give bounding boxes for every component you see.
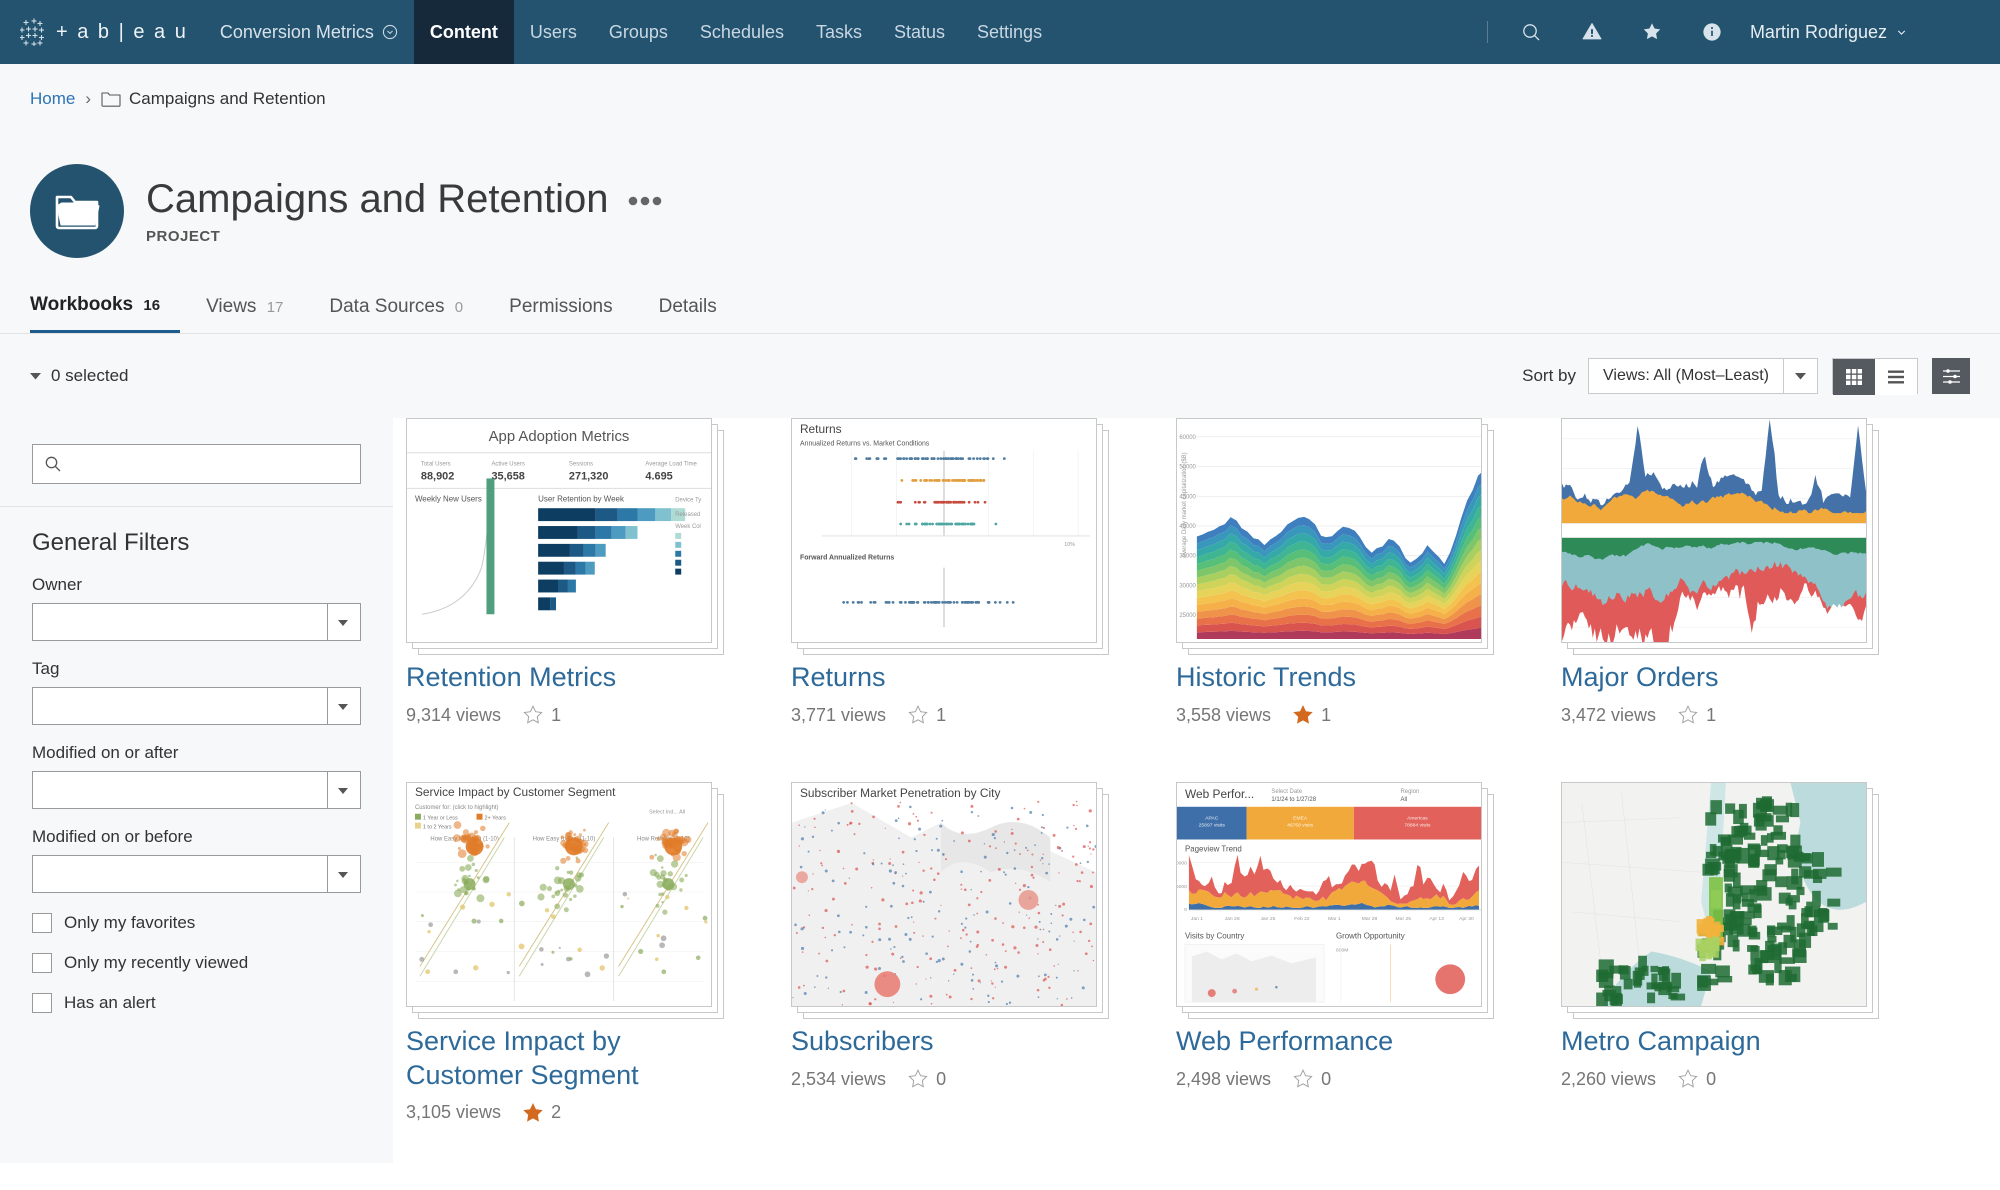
svg-text:Americas: Americas: [1407, 815, 1428, 821]
svg-text:5000: 5000: [1177, 884, 1187, 890]
svg-text:Select Ind... All: Select Ind... All: [649, 809, 685, 815]
svg-text:Mar 28: Mar 28: [1362, 916, 1378, 922]
svg-text:10%: 10%: [1064, 542, 1075, 548]
svg-text:APAC: APAC: [1205, 815, 1219, 821]
svg-text:1 Year or Less: 1 Year or Less: [423, 815, 458, 821]
svg-text:1/1/24 to 1/27/28: 1/1/24 to 1/27/28: [1271, 797, 1316, 803]
svg-text:Pageview Trend: Pageview Trend: [1185, 844, 1242, 853]
svg-text:2+ Years: 2+ Years: [484, 815, 506, 821]
svg-text:0: 0: [1184, 907, 1187, 913]
svg-text:25000: 25000: [1179, 613, 1196, 619]
svg-text:Growth Opportunity: Growth Opportunity: [1336, 931, 1405, 940]
svg-text:60000: 60000: [1179, 435, 1196, 441]
svg-text:35,658: 35,658: [491, 470, 524, 482]
svg-text:30000: 30000: [1179, 583, 1196, 589]
svg-text:Customer for: (click to highli: Customer for: (click to highlight): [415, 805, 499, 811]
svg-text:EMEA: EMEA: [1293, 815, 1308, 821]
svg-text:Region: Region: [1401, 789, 1420, 795]
svg-text:10000: 10000: [1177, 860, 1187, 866]
svg-text:Weekly New Users: Weekly New Users: [415, 494, 482, 503]
svg-text:Subscriber Market Penetration: Subscriber Market Penetration by City: [800, 786, 1001, 800]
svg-text:Select Date: Select Date: [1271, 789, 1302, 795]
svg-text:Visits by Country: Visits by Country: [1185, 931, 1244, 940]
svg-text:Apr 13: Apr 13: [1429, 916, 1444, 922]
svg-text:Forward Annualized Returns: Forward Annualized Returns: [800, 555, 894, 562]
svg-text:Returns: Returns: [800, 422, 842, 436]
svg-text:Jan 1: Jan 1: [1191, 916, 1203, 922]
svg-text:Web Perfor...: Web Perfor...: [1185, 787, 1254, 801]
svg-text:Week Col: Week Col: [675, 524, 701, 530]
svg-text:Apr 30: Apr 30: [1459, 916, 1474, 922]
svg-text:Jan 28: Jan 28: [1225, 916, 1240, 922]
svg-text:Device Ty: Device Ty: [675, 497, 701, 503]
svg-text:88,902: 88,902: [421, 470, 454, 482]
svg-text:Mar 1: Mar 1: [1328, 916, 1341, 922]
svg-text:Mar 25: Mar 25: [1396, 916, 1412, 922]
svg-text:Average Load Time: Average Load Time: [645, 462, 697, 468]
svg-text:Feb 22: Feb 22: [1294, 916, 1310, 922]
svg-text:25897 visits: 25897 visits: [1199, 822, 1226, 828]
svg-text:Service Impact by Customer Seg: Service Impact by Customer Segment: [415, 785, 616, 799]
svg-text:Average Daily market capitaliz: Average Daily market capitalization ($B): [1182, 452, 1188, 557]
svg-text:78884 visits: 78884 visits: [1404, 822, 1431, 828]
svg-text:App Adoption Metrics: App Adoption Metrics: [489, 429, 630, 445]
svg-text:1 to 2 Years: 1 to 2 Years: [423, 824, 452, 830]
svg-text:4.695: 4.695: [645, 470, 672, 482]
svg-text:Active Users: Active Users: [491, 462, 524, 468]
svg-text:600M: 600M: [1336, 947, 1348, 953]
svg-text:Total Users: Total Users: [421, 462, 451, 468]
svg-text:Jan 25: Jan 25: [1260, 916, 1275, 922]
svg-text:Annualized Returns vs. Market: Annualized Returns vs. Market Conditions: [800, 441, 930, 448]
svg-text:Released: Released: [675, 512, 700, 518]
svg-text:46758 visits: 46758 visits: [1287, 822, 1314, 828]
svg-text:Sessions: Sessions: [569, 462, 593, 468]
svg-text:User Retention by Week: User Retention by Week: [538, 494, 624, 503]
svg-text:All: All: [1401, 797, 1408, 803]
svg-text:271,320: 271,320: [569, 470, 608, 482]
